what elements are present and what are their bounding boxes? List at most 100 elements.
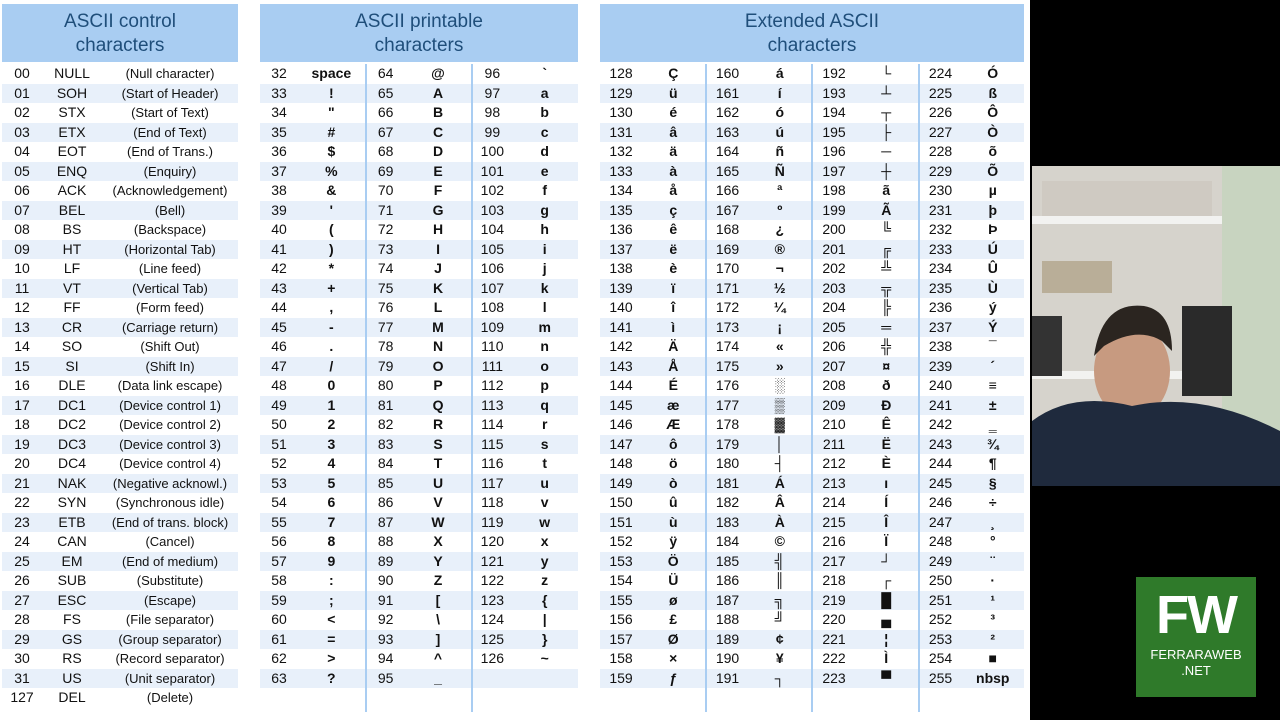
char-code: 184 [715,533,740,549]
table-row: 05 ENQ (Enquiry) [2,161,238,181]
char-glyph: Þ [988,221,998,237]
char-code: 07 [14,201,30,218]
char-code: 151 [609,513,633,530]
char-code: 229 [928,162,953,179]
char-glyph: y [540,552,549,569]
char-description: (Null character) [125,66,215,81]
char-code: 42 [271,260,287,276]
table-row: 174 « [707,337,812,357]
char-code: 77 [377,318,394,335]
char-code: 162 [715,104,740,120]
char-code: 231 [928,201,953,218]
char-glyph: S [433,435,443,452]
table-row: 121 y [473,551,579,571]
char-glyph: è [669,260,678,276]
char-code: 65 [377,84,394,101]
table-row: 19 DC3 (Device control 3) [2,434,238,454]
table-row: 126 ~ [473,649,578,669]
char-description: (Form feed) [136,300,204,315]
char-code: 93 [377,630,394,647]
table-row: 95 _ [366,668,472,688]
char-glyph: ² [990,630,996,647]
char-glyph: ¥ [775,650,784,666]
char-glyph: m [538,318,551,335]
char-glyph: ▀ [881,669,892,686]
table-row: 91 [ [366,590,472,610]
char-glyph: õ [988,143,998,159]
char-code: 120 [480,533,505,549]
char-code: 11 [14,279,30,296]
char-glyph: < [327,611,336,627]
char-code: 247 [928,513,953,530]
char-glyph: ╩ [881,260,892,276]
char-glyph: Ó [987,65,999,81]
table-row: 27 ESC (Escape) [2,590,238,610]
char-glyph: ; [329,591,334,608]
char-glyph: k [540,279,549,296]
table-row: 30 RS (Record separator) [2,649,238,669]
char-glyph: ¸ [990,513,996,530]
char-code: 41 [271,240,287,257]
char-glyph: ¼ [773,299,786,315]
char-glyph: ø [668,591,678,608]
char-code: 28 [14,611,30,627]
char-abbrev: SOH [56,84,88,101]
table-row: 108 l [473,298,578,318]
char-code: 47 [271,357,287,374]
char-description: (Bell) [154,202,186,218]
char-code: 135 [609,201,633,218]
char-glyph: ¹ [990,591,996,608]
char-glyph: ■ [988,650,997,666]
table-row: 230 µ [920,181,1025,201]
table-row: 227 Ò [919,122,1024,142]
char-abbrev: CAN [57,533,87,549]
char-glyph: I [436,240,440,257]
char-code: 45 [271,318,287,335]
char-code: 96 [484,65,501,81]
char-code: 144 [609,377,633,393]
table-row: 200 ╚ [813,220,918,240]
char-column: 128 Ç 129 ü 130 é 131 â 132 ä 133 à 134 å 135 ç 136 ê 137 ë… [600,64,705,712]
char-code: 95 [377,669,394,686]
char-abbrev: NAK [57,474,87,491]
char-code: 206 [822,338,846,354]
printable-panel-title: ASCII printable characters [260,4,578,62]
char-code: 57 [271,552,287,569]
char-glyph: µ [988,182,997,198]
table-row: 43 + [260,278,365,298]
char-code: 20 [14,455,30,471]
char-glyph: â [669,123,678,140]
char-glyph: z [541,572,549,588]
printable-characters-panel: ASCII printable characters 32 space 33! 34 "… [260,4,579,712]
table-row: 24 CAN (Cancel) [2,532,238,552]
char-glyph: ╣ [774,552,785,569]
table-row: 196 ─ [813,142,918,162]
table-row: 208 ð [813,376,918,396]
table-row: 107 k [473,278,579,298]
table-row: 201 ╔ [813,239,918,259]
char-code: 225 [928,84,953,101]
table-row: 72 H [367,220,472,240]
char-code: 83 [377,435,394,452]
char-glyph: _ [434,669,442,686]
char-code: 202 [822,260,846,276]
table-row: 35 # [260,122,365,142]
table-row: 54 6 [260,493,365,513]
char-code: 58 [271,572,287,588]
table-row: 234 Û [920,259,1025,279]
char-glyph: á [775,65,784,81]
char-abbrev: FF [63,299,81,315]
char-description: (End of Trans.) [127,144,213,159]
char-glyph: ▒ [774,396,785,413]
char-code: 90 [377,572,394,588]
char-glyph: Ú [987,240,998,257]
char-glyph: © [774,533,785,549]
char-code: 147 [609,435,633,452]
char-glyph: ï [671,279,676,296]
table-row: 153 Ö [600,551,705,571]
char-code: 108 [480,299,505,315]
char-code: 114 [481,416,504,432]
char-glyph: V [433,494,443,510]
table-row: 90 Z [367,571,472,591]
table-row: 28 FS (File separator) [2,610,238,630]
